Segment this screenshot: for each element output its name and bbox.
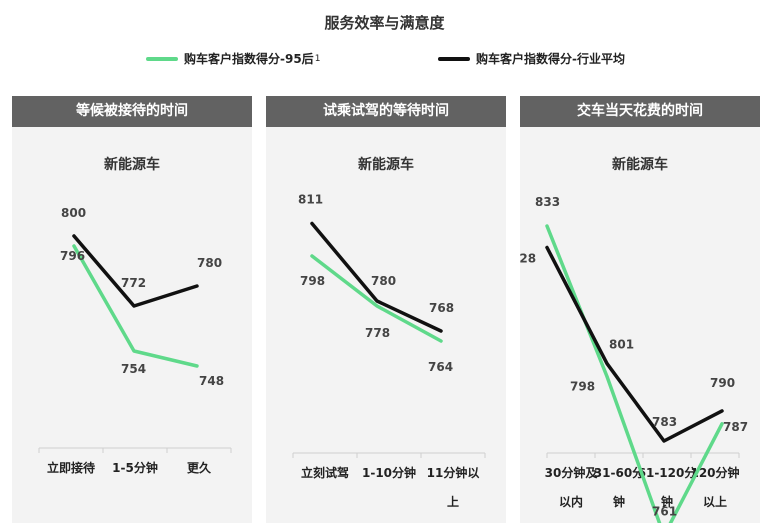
panel-title: 交车当天花费的时间 [520,96,760,127]
legend-swatch-average [438,56,470,61]
data-label: 801 [609,338,634,352]
data-label: 778 [365,326,390,340]
series-line-young [545,224,724,523]
x-tick-label: 钟 [613,494,625,509]
x-tick-label: 31-60分 [594,465,644,480]
data-label: 811 [298,193,323,207]
legend-item-average: 购车客户指数得分-行业平均 [438,50,625,67]
legend-item-young: 购车客户指数得分-95后 1 [146,50,320,67]
data-label: 783 [652,415,677,429]
data-label: 748 [199,374,224,388]
data-label: 790 [710,376,735,390]
x-tick-label: 120分钟 [690,465,739,480]
data-label: 780 [197,256,222,270]
x-tick-label: 钟 [661,494,673,509]
x-tick-label: 1-10分钟 [362,465,416,480]
series-line-average [545,245,724,443]
data-label: 798 [570,380,595,394]
x-tick-label: 上 [447,494,459,509]
panel-subtitle: 新能源车 [612,156,668,173]
data-label: 800 [61,206,86,220]
data-label: 796 [60,249,85,263]
series-line-young [310,254,443,343]
data-label: 768 [429,301,454,315]
x-tick-label: 1-5分钟 [112,460,158,475]
legend-label-young: 购车客户指数得分-95后 [184,52,314,66]
series-line-average [310,221,443,333]
data-label: 798 [300,274,325,288]
x-tick-label: 立即接待 [47,460,95,475]
data-label: 772 [121,276,146,290]
data-label: 787 [723,420,748,434]
panel-wait-reception: 等候被接待的时间 新能源车立即接待 1-5分钟 更久 796 754 748 800 772 7… [12,96,252,523]
series-line-young [72,244,199,368]
panel-subtitle: 新能源车 [358,156,414,173]
series-line-average [72,234,199,308]
data-label: 761 [652,505,677,519]
data-label: 828 [520,252,536,266]
panel-delivery-time: 交车当天花费的时间 新能源车 30分钟及 以内 31-60分钟 61-120分钟 120分… [520,96,760,523]
panel-test-drive-wait: 试乘试驾的等待时间 新能源车立刻试驾 1-10分钟 11分钟以上 798 778 764 8… [266,96,506,523]
data-label: 833 [535,195,560,209]
x-tick-label: 以内 [559,494,583,509]
legend-footnote-mark: 1 [314,53,321,64]
x-tick-label: 30分钟及 [545,465,599,480]
x-tick-label: 更久 [187,460,212,475]
x-tick-label: 立刻试驾 [301,465,349,480]
x-tick-label: 61-120分 [638,465,697,480]
legend-label-average: 购车客户指数得分-行业平均 [476,52,625,66]
data-label: 780 [371,274,396,288]
data-label: 764 [428,360,453,374]
legend-swatch-young [146,56,178,61]
x-tick-label: 11分钟以 [427,465,480,480]
panel-subtitle: 新能源车 [104,156,160,173]
panel-title: 试乘试驾的等待时间 [266,96,506,127]
data-label: 754 [121,362,146,376]
panel-title: 等候被接待的时间 [12,96,252,127]
chart-svg-delivery-time: 新能源车30分钟及以内31-60分钟61-120分钟120分钟以上8337987… [520,156,748,523]
chart-title: 服务效率与满意度 [324,14,445,32]
x-tick-label: 以上 [703,494,727,509]
